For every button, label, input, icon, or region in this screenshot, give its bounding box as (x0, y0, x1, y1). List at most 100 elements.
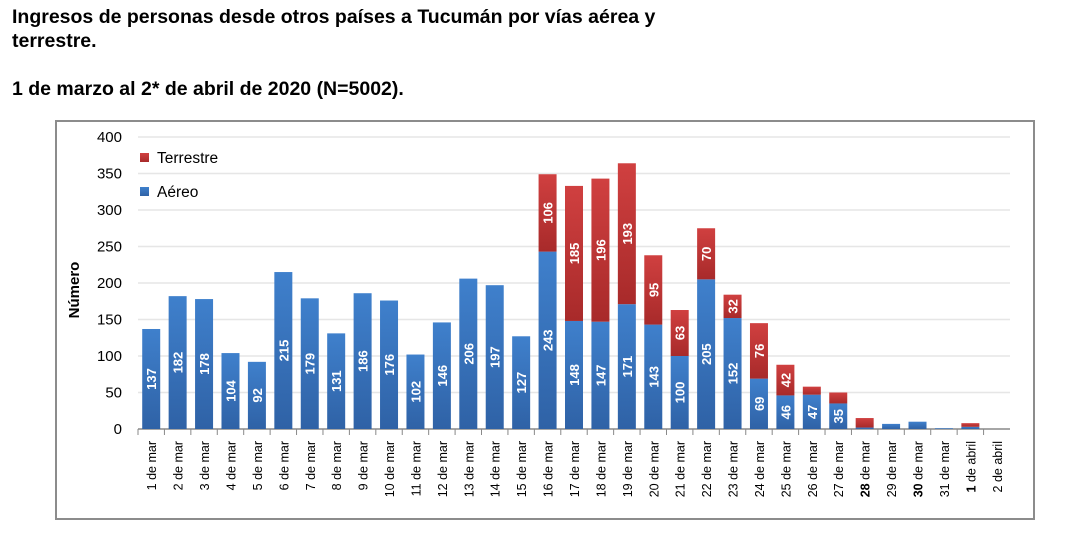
legend-label: Terrestre (157, 150, 218, 167)
x-tick-label: 17 de mar (568, 441, 582, 497)
data-label: 143 (646, 366, 661, 388)
data-label: 205 (699, 343, 714, 365)
x-tick-label: 8 de mar (330, 441, 344, 490)
bar-aéreo (459, 278, 478, 429)
bar-aéreo (300, 298, 319, 429)
bar-terrestre (644, 255, 663, 325)
x-tick-label: 25 de mar (779, 441, 793, 497)
bar-aéreo (406, 354, 425, 429)
x-tick-label: 16 de mar (542, 441, 556, 497)
y-tick-label: 50 (105, 385, 122, 402)
y-tick-label: 400 (97, 129, 122, 146)
legend-label: Aéreo (157, 184, 198, 201)
bar-aéreo (274, 272, 293, 429)
data-label: 76 (752, 344, 767, 358)
bar-aéreo (327, 333, 346, 429)
data-label: 47 (805, 405, 820, 419)
data-label: 146 (435, 365, 450, 387)
data-label: 197 (488, 346, 503, 368)
bar-aéreo (617, 304, 636, 429)
x-tick-label: 23 de mar (727, 441, 741, 497)
data-label: 106 (541, 202, 556, 224)
x-tick-label: 18 de mar (594, 441, 608, 497)
x-tick-label: 22 de mar (700, 441, 714, 497)
subtitle: 1 de marzo al 2* de abril de 2020 (N=500… (12, 78, 404, 100)
x-tick-label: 26 de mar (806, 441, 820, 497)
x-tick-label: 20 de mar (647, 441, 661, 497)
bar-aéreo (432, 322, 451, 429)
x-tick-label: 29 de mar (885, 441, 899, 497)
y-tick-label: 150 (97, 312, 122, 329)
y-tick-label: 350 (97, 166, 122, 183)
x-tick-label: 3 de mar (198, 441, 212, 490)
bar-aéreo (749, 378, 768, 429)
bar-aéreo (882, 423, 901, 429)
bar-aéreo (142, 328, 161, 429)
y-axis-label: Número (66, 262, 83, 319)
x-tick-label: 11 de mar (409, 441, 423, 496)
x-tick-label: 1 de mar (145, 441, 159, 490)
bar-terrestre (776, 364, 795, 396)
data-label: 131 (329, 370, 344, 392)
data-label: 243 (541, 329, 556, 351)
bar-aéreo (380, 300, 399, 429)
x-tick-label: 12 de mar (436, 441, 450, 497)
data-label: 127 (514, 372, 529, 394)
y-tick-label: 100 (97, 348, 122, 365)
data-label: 35 (831, 409, 846, 423)
bar-terrestre (723, 294, 742, 319)
x-tick-label: 6 de mar (277, 441, 291, 490)
y-tick-label: 250 (97, 239, 122, 256)
data-label: 186 (356, 350, 371, 372)
data-label: 171 (620, 356, 635, 378)
data-label: 70 (699, 247, 714, 261)
bar-aéreo (591, 321, 610, 429)
bar-aéreo (670, 356, 689, 429)
y-tick-label: 300 (97, 202, 122, 219)
data-label: 215 (276, 340, 291, 362)
bar-aéreo (961, 426, 980, 429)
bar-terrestre (802, 386, 821, 395)
x-tick-label: 19 de mar (621, 441, 635, 497)
bar-aéreo (802, 394, 821, 429)
data-label: 206 (461, 343, 476, 365)
data-label: 46 (778, 405, 793, 419)
x-tick-label: 2 de mar (172, 441, 186, 490)
data-label: 182 (171, 352, 186, 374)
x-tick-label: 21 de mar (674, 441, 688, 497)
legend-swatch (140, 187, 149, 196)
bar-aéreo (353, 293, 372, 429)
bar-aéreo (723, 318, 742, 429)
data-label: 69 (752, 397, 767, 411)
title-line-1: Ingresos de personas desde otros países … (12, 6, 656, 28)
x-tick-label: 5 de mar (251, 441, 265, 490)
bar-aéreo (247, 361, 266, 429)
bar-terrestre (697, 228, 716, 280)
y-tick-label: 0 (114, 421, 122, 438)
bar-aéreo (776, 395, 795, 429)
bar-terrestre (591, 178, 610, 322)
x-tick-label: 31 de mar (938, 441, 952, 497)
data-label: 42 (778, 373, 793, 387)
bar-terrestre (829, 392, 848, 404)
data-label: 104 (223, 379, 238, 401)
bar-aéreo (485, 285, 504, 429)
bar-aéreo (168, 296, 187, 429)
data-label: 147 (593, 364, 608, 386)
x-tick-label: 1 de abril (964, 441, 978, 492)
data-label: 32 (726, 299, 741, 313)
bar-terrestre (961, 423, 980, 427)
data-label: 95 (646, 283, 661, 297)
bar-terrestre (670, 310, 689, 356)
bar-terrestre (538, 174, 557, 252)
data-label: 100 (673, 382, 688, 404)
bar-aéreo (512, 336, 531, 429)
x-tick-label: 27 de mar (832, 441, 846, 497)
y-tick-label: 200 (97, 275, 122, 292)
data-label: 176 (382, 354, 397, 376)
data-label: 185 (567, 243, 582, 265)
legend-swatch (140, 153, 149, 162)
data-label: 92 (250, 388, 265, 402)
chart-frame (55, 120, 1035, 520)
